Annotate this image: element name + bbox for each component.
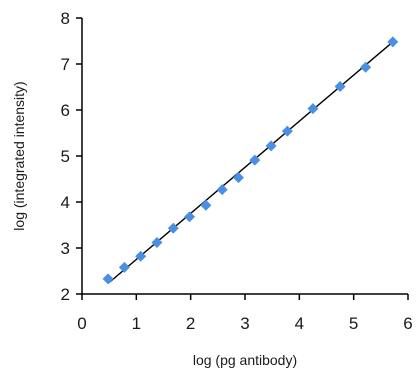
data-point [216, 184, 228, 196]
y-axis-title: log (integrated intensity) [11, 81, 27, 230]
data-point [167, 222, 179, 234]
x-tick-label: 0 [77, 314, 86, 333]
x-tick-label: 6 [403, 314, 412, 333]
y-tick-label: 6 [61, 101, 70, 120]
data-point [151, 236, 163, 248]
marker-layer [102, 36, 399, 285]
data-point [360, 61, 372, 73]
data-point [102, 273, 114, 285]
axis-layer: 2 3 4 5 6 7 8 0 1 2 3 4 5 6 [61, 9, 413, 333]
y-tick-label: 8 [61, 9, 70, 28]
x-tick-label: 3 [240, 314, 249, 333]
trendline-layer [108, 41, 394, 284]
y-tick-label: 7 [61, 55, 70, 74]
data-point [281, 125, 293, 137]
data-point [118, 261, 130, 273]
x-axis-title: log (pg antibody) [193, 352, 297, 368]
x-tick-label: 2 [186, 314, 195, 333]
data-point [387, 36, 399, 48]
x-tick-label: 1 [132, 314, 141, 333]
x-tick-label: 4 [295, 314, 304, 333]
data-point [334, 81, 346, 93]
data-point [200, 199, 212, 211]
y-tick-label: 3 [61, 239, 70, 258]
y-tick-label: 5 [61, 147, 70, 166]
data-point [249, 154, 261, 166]
data-point [184, 211, 196, 223]
data-point [265, 140, 277, 152]
y-tick-label: 2 [61, 285, 70, 304]
trendline [108, 41, 394, 284]
data-point [307, 103, 319, 115]
x-tick-label: 5 [349, 314, 358, 333]
data-point [232, 172, 244, 184]
data-point [135, 250, 147, 262]
y-tick-label: 4 [61, 193, 70, 212]
